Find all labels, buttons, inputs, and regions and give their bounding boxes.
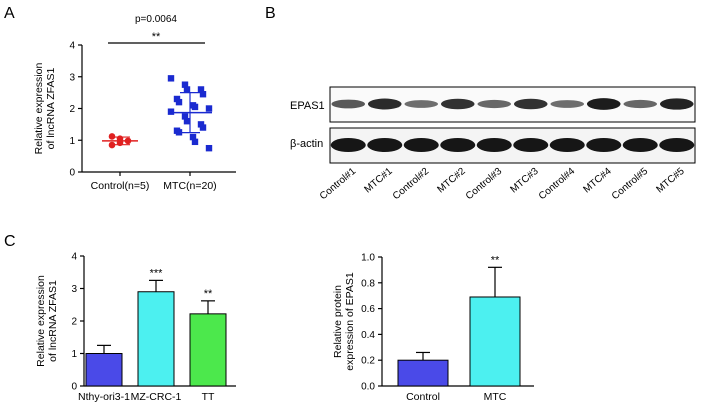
- a-mtc-point: [183, 118, 191, 125]
- a-mtc-point: [191, 103, 199, 111]
- cr-y-tick-label: 0.2: [361, 356, 375, 367]
- cl-bar: [137, 291, 175, 387]
- panel-letter-c: C: [4, 233, 16, 250]
- a-y-tick-label: 2: [69, 104, 75, 115]
- blot-band-bactin: [622, 138, 658, 152]
- cr-y-tick-label: 0.4: [361, 330, 375, 341]
- blot-band-bactin: [586, 138, 622, 152]
- a-y-tick-label: 4: [69, 41, 75, 52]
- a-x-category-label: MTC(n=20): [163, 180, 216, 192]
- blot-lane-label: Control#2: [391, 166, 432, 203]
- cl-x-category-label: MZ-CRC-1: [131, 391, 182, 403]
- blot-row-label-epas1: EPAS1: [290, 100, 325, 112]
- blot-lane-label: MTC#1: [362, 166, 395, 196]
- a-y-axis-title: Relative expressionof lncRNA ZFAS1: [33, 63, 57, 155]
- blot-band-epas1: [550, 100, 585, 108]
- cr-y-tick-label: 0.8: [361, 278, 375, 289]
- blot-lane-label: MTC#3: [508, 166, 541, 196]
- a-p-value: p=0.0064: [135, 14, 177, 25]
- blot-band-epas1: [477, 99, 512, 109]
- blot-lane-label: Control#5: [610, 166, 651, 203]
- cl-y-axis-title: Relative expressionof lncRNA ZFAS1: [35, 275, 59, 367]
- a-control-point: [108, 133, 116, 140]
- blot-lane-label: MTC#2: [435, 166, 468, 196]
- cl-bar: [85, 353, 123, 387]
- cl-y-tick-label: 2: [71, 317, 77, 328]
- blot-band-epas1: [513, 98, 548, 110]
- blot-band-bactin: [549, 138, 585, 152]
- a-mtc-point: [181, 81, 189, 88]
- cl-y-tick-label: 1: [71, 349, 77, 360]
- a-mtc-point: [197, 86, 205, 93]
- blot-band-bactin: [403, 138, 439, 152]
- blot-band-bactin: [330, 138, 366, 152]
- cl-significance-stars: **: [204, 288, 213, 300]
- cl-bar: [189, 313, 227, 387]
- blot-band-bactin: [367, 138, 403, 152]
- scatter-chart-a: 0 1 2 3 4 Relative expressionof lncRNA ZFAS1 C…: [33, 14, 236, 192]
- cl-y-tick-label: 3: [71, 284, 77, 295]
- a-mtc-point: [205, 105, 213, 112]
- blot-band-epas1: [331, 99, 366, 109]
- blot-band-epas1: [367, 98, 402, 110]
- a-mtc-point: [183, 86, 191, 93]
- blot-band-bactin: [513, 138, 549, 152]
- a-significance-stars: **: [152, 31, 161, 43]
- blot-lane-label: Control#3: [464, 166, 505, 203]
- a-mtc-point: [175, 129, 183, 136]
- a-mtc-point: [167, 108, 175, 115]
- cr-bar: [397, 359, 449, 387]
- a-y-tick-label: 0: [69, 168, 75, 179]
- cr-y-tick-label: 1.0: [361, 253, 375, 264]
- blot-row-label-bactin: β-actin: [290, 138, 323, 150]
- a-x-category-label: Control(n=5): [91, 180, 150, 192]
- blot-band-bactin: [659, 138, 695, 152]
- a-mtc-point: [181, 113, 189, 120]
- cl-x-category-label: TT: [202, 391, 215, 403]
- cr-x-category-label: Control: [406, 391, 440, 403]
- cl-x-category-label: Nthy-ori3-1: [78, 391, 130, 403]
- a-mtc-point: [205, 144, 213, 152]
- blot-lane-label: MTC#4: [581, 166, 614, 196]
- cl-y-tick-label: 4: [71, 252, 77, 263]
- blot-band-bactin: [476, 138, 512, 152]
- blot-band-epas1: [586, 98, 621, 110]
- a-mtc-point: [189, 133, 197, 141]
- a-mtc-point: [167, 75, 175, 82]
- cl-y-tick-label: 0: [71, 382, 77, 393]
- cr-bar: [469, 296, 521, 387]
- blot-lane-label: Control#1: [318, 166, 359, 203]
- blot-band-epas1: [659, 98, 694, 110]
- cr-x-category-label: MTC: [484, 391, 507, 403]
- cr-y-tick-label: 0.6: [361, 304, 375, 315]
- blot-band-bactin: [440, 138, 476, 152]
- a-mtc-point: [199, 91, 207, 98]
- cl-significance-stars: ***: [150, 267, 164, 279]
- panel-letter-a: A: [4, 5, 15, 22]
- blot-lane-label: Control#4: [537, 166, 578, 203]
- a-y-tick-label: 1: [69, 136, 75, 147]
- cr-significance-stars: **: [491, 254, 500, 266]
- bar-chart-c-left: 0 1 2 3 4 Relative expressionof lncRNA ZFAS1 N…: [35, 252, 236, 403]
- blot-band-epas1: [404, 100, 439, 108]
- cr-y-tick-label: 0.0: [361, 382, 375, 393]
- a-mtc-point: [199, 124, 207, 131]
- panel-letter-b: B: [265, 5, 276, 22]
- a-mtc-point: [175, 98, 183, 106]
- a-y-tick-label: 3: [69, 72, 75, 83]
- bar-chart-c-right: 0.0 0.2 0.4 0.6 0.8 1.0 Relative proteinexpres…: [332, 253, 534, 403]
- cr-y-axis-title: Relative proteinexpression of EPAS1: [332, 272, 356, 371]
- blot-lane-label: MTC#5: [654, 166, 687, 196]
- blot-band-epas1: [440, 98, 475, 110]
- a-mtc-point: [191, 138, 199, 146]
- blot-band-epas1: [623, 99, 658, 109]
